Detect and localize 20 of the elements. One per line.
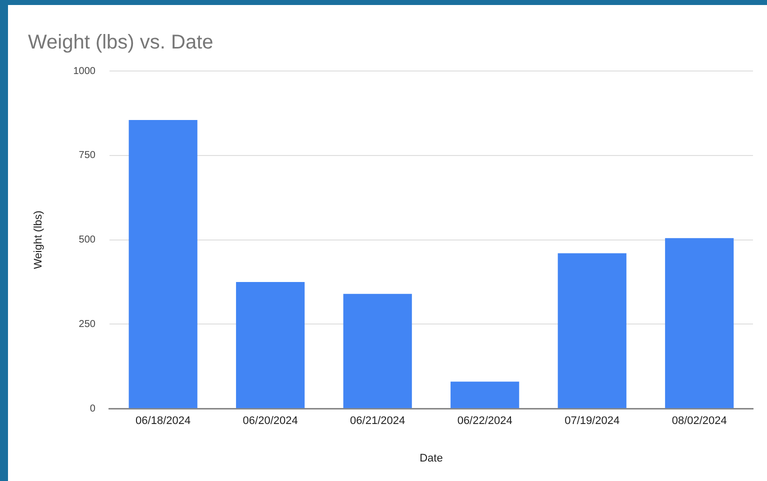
y-tick-label: 500 xyxy=(78,234,96,246)
x-tick-label: 06/20/2024 xyxy=(242,415,298,428)
x-tick-label: 07/19/2024 xyxy=(564,415,620,428)
bar xyxy=(665,238,734,408)
y-tick-label: 1000 xyxy=(73,66,96,77)
x-tick-label: 06/21/2024 xyxy=(350,415,406,428)
bar xyxy=(343,294,412,408)
x-axis-title: Date xyxy=(420,452,443,464)
bar xyxy=(128,120,198,408)
bar xyxy=(558,253,626,408)
y-tick-label: 750 xyxy=(78,150,96,162)
bar xyxy=(450,382,520,408)
x-tick-label: 06/18/2024 xyxy=(136,415,191,428)
x-tick-label: 06/22/2024 xyxy=(457,415,512,428)
y-tick-label: 250 xyxy=(78,318,96,330)
chart-title: Weight (lbs) vs. Date xyxy=(28,32,214,54)
y-tick-label: 0 xyxy=(90,403,96,414)
bar xyxy=(236,282,305,408)
y-axis-title: Weight (lbs) xyxy=(32,210,45,270)
x-tick-label: 08/02/2024 xyxy=(672,415,727,428)
